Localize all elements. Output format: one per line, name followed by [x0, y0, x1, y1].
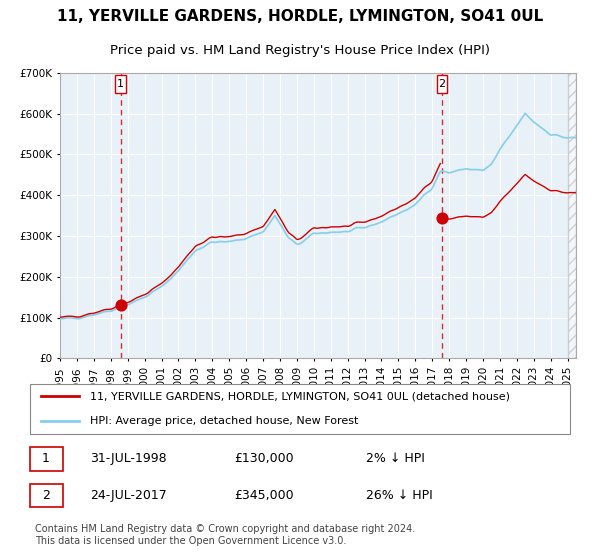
Text: £130,000: £130,000	[234, 452, 293, 465]
FancyBboxPatch shape	[29, 384, 571, 434]
Point	[116, 301, 125, 310]
Text: 2: 2	[438, 79, 445, 89]
FancyBboxPatch shape	[29, 484, 62, 507]
Point	[437, 213, 446, 222]
Text: 1: 1	[42, 452, 50, 465]
Text: HPI: Average price, detached house, New Forest: HPI: Average price, detached house, New …	[90, 416, 359, 426]
Text: 31-JUL-1998: 31-JUL-1998	[90, 452, 167, 465]
Text: £345,000: £345,000	[234, 489, 293, 502]
Text: 11, YERVILLE GARDENS, HORDLE, LYMINGTON, SO41 0UL: 11, YERVILLE GARDENS, HORDLE, LYMINGTON,…	[57, 10, 543, 24]
Text: Price paid vs. HM Land Registry's House Price Index (HPI): Price paid vs. HM Land Registry's House …	[110, 44, 490, 57]
Text: 11, YERVILLE GARDENS, HORDLE, LYMINGTON, SO41 0UL (detached house): 11, YERVILLE GARDENS, HORDLE, LYMINGTON,…	[90, 391, 510, 402]
Text: 26% ↓ HPI: 26% ↓ HPI	[366, 489, 433, 502]
FancyBboxPatch shape	[29, 447, 62, 470]
Text: 1: 1	[117, 79, 124, 89]
Text: 2% ↓ HPI: 2% ↓ HPI	[366, 452, 425, 465]
Text: Contains HM Land Registry data © Crown copyright and database right 2024.
This d: Contains HM Land Registry data © Crown c…	[35, 524, 415, 545]
FancyBboxPatch shape	[115, 75, 125, 93]
FancyBboxPatch shape	[437, 75, 447, 93]
Text: 24-JUL-2017: 24-JUL-2017	[90, 489, 167, 502]
Text: 2: 2	[42, 489, 50, 502]
